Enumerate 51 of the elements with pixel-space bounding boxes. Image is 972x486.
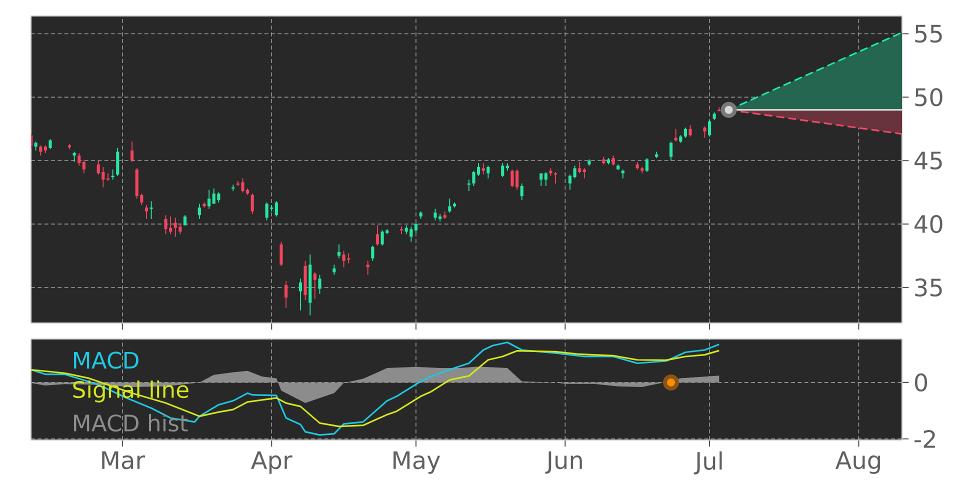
candlestick <box>578 161 582 174</box>
x-tick-label: Jul <box>694 451 722 474</box>
x-tick-label: Apr <box>251 451 292 474</box>
candlestick <box>684 127 687 138</box>
candlestick <box>703 126 706 138</box>
candlestick <box>332 264 336 276</box>
candlestick <box>448 198 452 214</box>
candlestick <box>208 189 211 210</box>
candlestick <box>486 165 490 179</box>
candlestick <box>688 124 692 137</box>
candlestick <box>669 141 673 162</box>
candlestick <box>501 162 504 178</box>
y-tick-label: 40 <box>914 214 942 234</box>
x-tick-label: May <box>394 451 440 474</box>
candlestick <box>150 200 153 220</box>
y-tick-label: 50 <box>915 88 942 106</box>
candlestick <box>298 278 302 311</box>
x-tick-label: Aug <box>835 451 880 474</box>
x-tick-label: Jun <box>545 451 582 474</box>
series-label: MACD <box>74 352 138 369</box>
y-tick-label: 35 <box>915 278 942 297</box>
candlestick <box>414 222 418 234</box>
candlestick <box>274 200 278 217</box>
candlestick <box>674 128 678 142</box>
y-tick-label: 0 <box>914 373 928 392</box>
series-label: MACD hist <box>74 414 188 432</box>
candlestick <box>544 172 548 186</box>
candlestick <box>376 224 380 246</box>
y-tick-label: -2 <box>914 430 935 448</box>
candlestick <box>612 155 615 166</box>
candlestick <box>284 280 288 308</box>
candlestick <box>183 214 187 226</box>
candlestick <box>250 193 254 214</box>
candlestick <box>144 204 148 220</box>
candlestick <box>280 241 283 266</box>
candlestick <box>337 244 341 259</box>
candlestick <box>520 182 524 200</box>
candlestick <box>318 274 322 294</box>
candlestick <box>582 168 586 179</box>
candlestick <box>540 172 543 186</box>
y-tick-label: 45 <box>914 152 942 170</box>
candlestick <box>482 162 485 176</box>
candlestick <box>371 245 374 262</box>
x-tick-label: Mar <box>102 451 146 470</box>
candlestick <box>366 260 370 276</box>
candlestick <box>130 141 134 162</box>
candlestick <box>708 120 712 137</box>
candlestick <box>313 272 316 300</box>
candlestick <box>645 158 648 173</box>
y-tick-label: 55 <box>915 24 942 43</box>
candlestick <box>198 203 201 220</box>
